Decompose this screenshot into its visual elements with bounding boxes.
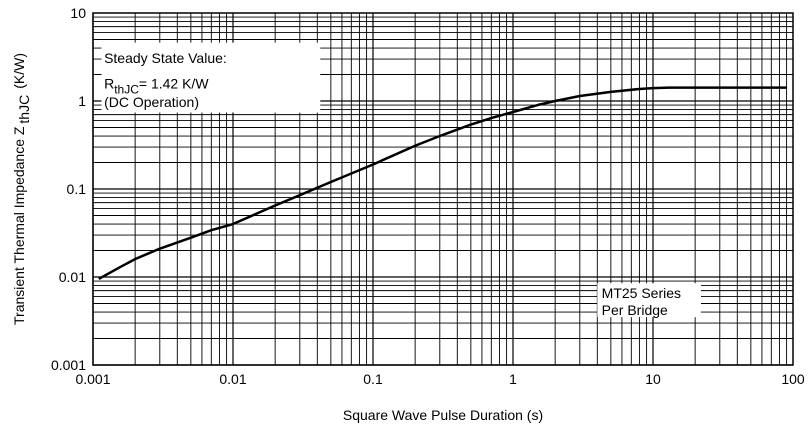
x-tick-label: 100 [781, 371, 805, 387]
plot-border [92, 12, 794, 366]
r-subscript: thJC [114, 82, 139, 96]
steady-state-box [101, 42, 321, 113]
curve-layer [98, 86, 787, 281]
x-tick-label: 1 [509, 371, 517, 387]
steady-state-dc-operation: (DC Operation) [104, 94, 199, 110]
y-axis-title-subscript: thJC [16, 95, 32, 124]
steady-state-annotation: Steady State Value: RthJC= 1.42 K/W (DC … [101, 42, 321, 113]
x-tick-label: 10 [645, 371, 661, 387]
series-note-line2: Per Bridge [602, 302, 668, 318]
x-tick-label: 0.01 [219, 371, 246, 387]
x-axis-title: Square Wave Pulse Duration (s) [343, 407, 543, 423]
r-value: = 1.42 K/W [139, 75, 209, 91]
y-axis-title-unit: (K/W) [11, 53, 27, 89]
x-tick-label: 0.001 [75, 371, 110, 387]
x-tick-labels: 0.001 0.01 0.1 1 10 100 [75, 371, 804, 387]
y-axis-title-main: Transient Thermal Impedance Z [11, 126, 27, 325]
steady-state-resistance: RthJC= 1.42 K/W [104, 75, 209, 96]
thermal-impedance-curve [98, 86, 787, 281]
y-tick-labels: 0.001 0.01 0.1 1 10 [51, 5, 86, 373]
y-tick-label: 0.1 [67, 181, 87, 197]
y-axis-title: Transient Thermal Impedance Z thJC (K/W) [11, 53, 32, 325]
x-tick-label: 0.1 [363, 371, 383, 387]
r-symbol: R [104, 75, 114, 91]
series-note-annotation: MT25 Series Per Bridge [597, 283, 701, 318]
steady-state-title: Steady State Value: [104, 50, 227, 66]
y-tick-label: 0.001 [51, 357, 86, 373]
series-note-line1: MT25 Series [602, 285, 681, 301]
y-tick-label: 0.01 [59, 269, 86, 285]
series-note-box [597, 283, 701, 318]
y-tick-label: 10 [70, 5, 86, 21]
y-tick-label: 1 [78, 93, 86, 109]
